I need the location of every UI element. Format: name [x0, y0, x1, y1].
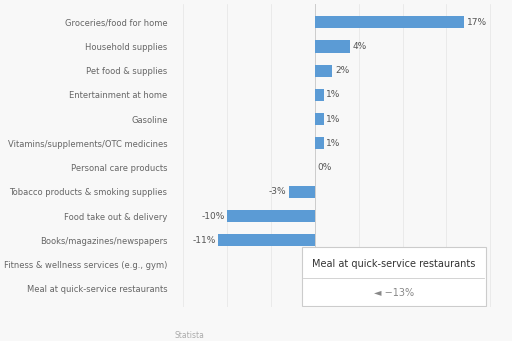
- Text: 1%: 1%: [326, 115, 340, 124]
- Bar: [227, 210, 315, 222]
- Text: 1%: 1%: [326, 90, 340, 100]
- Text: 4%: 4%: [353, 42, 367, 51]
- Text: -10%: -10%: [201, 211, 224, 221]
- Text: 1%: 1%: [326, 139, 340, 148]
- Bar: [218, 234, 315, 246]
- Bar: [315, 65, 332, 77]
- Bar: [289, 186, 315, 198]
- Bar: [315, 16, 464, 28]
- Bar: [302, 247, 486, 306]
- Text: 17%: 17%: [466, 18, 487, 27]
- Bar: [315, 113, 324, 125]
- Text: -11%: -11%: [193, 236, 216, 245]
- Bar: [315, 41, 350, 53]
- FancyBboxPatch shape: [302, 247, 486, 306]
- Bar: [315, 89, 324, 101]
- Text: 2%: 2%: [335, 66, 349, 75]
- Text: ◄ −13%: ◄ −13%: [374, 288, 414, 298]
- Bar: [315, 137, 324, 149]
- Text: Statista: Statista: [175, 331, 204, 340]
- Text: 0%: 0%: [317, 163, 332, 172]
- Text: Meal at quick-service restaurants: Meal at quick-service restaurants: [312, 258, 476, 269]
- Text: -3%: -3%: [268, 187, 286, 196]
